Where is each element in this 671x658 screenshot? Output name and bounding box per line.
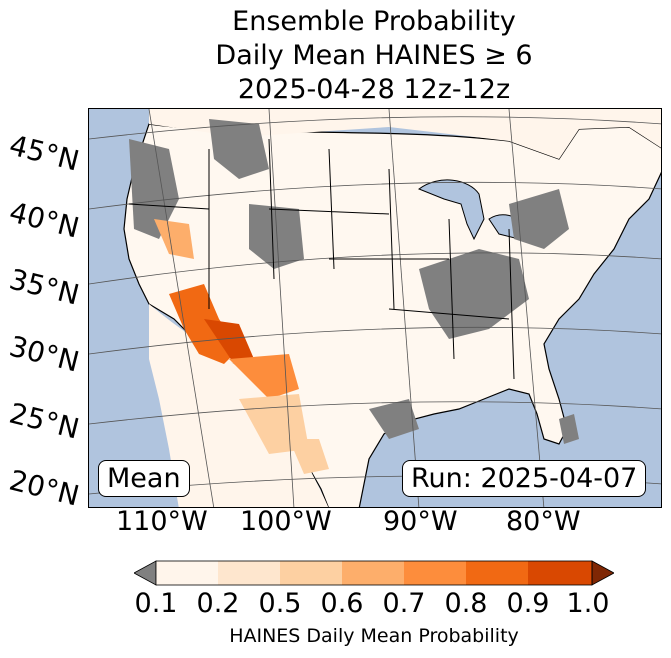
lat-label-35: 35°N	[6, 262, 83, 312]
colorbar-bin-7	[528, 561, 592, 585]
canada-land	[149, 109, 661, 159]
lat-label-25: 25°N	[6, 396, 83, 446]
lon-label-90: 90°W	[383, 506, 458, 537]
map-graphic	[89, 109, 661, 507]
lon-label-100: 100°W	[240, 506, 332, 537]
cb-tick-0.5: 0.5	[258, 588, 302, 619]
run-box: Run: 2025-04-07	[402, 460, 647, 497]
colorbar-label: HAINES Daily Mean Probability	[229, 625, 519, 647]
lat-label-40: 40°N	[6, 195, 83, 245]
map-panel	[88, 108, 662, 508]
lon-label-110: 110°W	[116, 506, 208, 537]
lat-label-20: 20°N	[6, 463, 83, 513]
colorbar-bin-1	[156, 561, 218, 585]
cb-tick-0.8: 0.8	[444, 588, 488, 619]
title-line-2: Daily Mean HAINES ≥ 6	[215, 40, 533, 71]
cb-tick-0.1: 0.1	[134, 588, 178, 619]
colorbar-bin-5	[404, 561, 466, 585]
missing-data-patches	[129, 119, 579, 444]
title-line-3: 2025-04-28 12z-12z	[237, 74, 511, 105]
state-borders	[128, 138, 515, 380]
colorbar-bin-3	[280, 561, 342, 585]
cb-tick-1.0: 1.0	[566, 588, 610, 619]
colorbar-under	[134, 560, 157, 586]
colorbar-bin-2	[218, 561, 280, 585]
cb-tick-0.2: 0.2	[196, 588, 240, 619]
colorbar	[134, 560, 614, 586]
cb-tick-0.6: 0.6	[320, 588, 364, 619]
title-line-1: Ensemble Probability	[232, 6, 516, 37]
lat-label-45: 45°N	[6, 128, 83, 178]
colorbar-over	[591, 560, 614, 586]
mexico-land	[149, 304, 329, 507]
lon-label-80: 80°W	[506, 506, 581, 537]
cb-tick-0.9: 0.9	[506, 588, 550, 619]
colorbar-bin-6	[466, 561, 528, 585]
cb-tick-0.7: 0.7	[382, 588, 426, 619]
lat-label-30: 30°N	[6, 329, 83, 379]
colorbar-bin-4	[342, 561, 404, 585]
mean-box: Mean	[98, 460, 190, 497]
